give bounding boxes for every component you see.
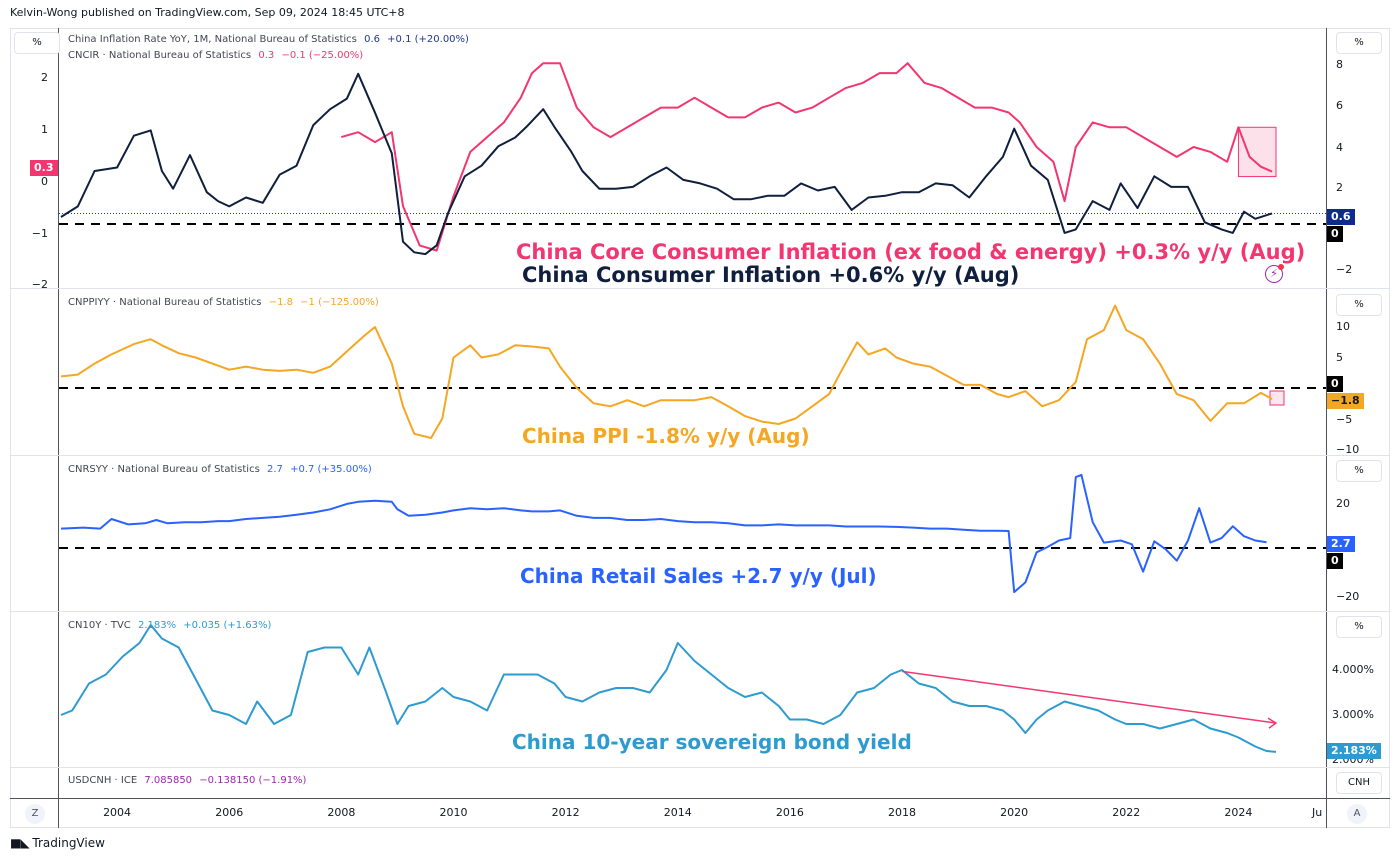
legend-name: CNCIR · National Bureau of Statistics [68,50,252,61]
legend-usdcnh[interactable]: USDCNH · ICE 7.085850 −0.138150 (−1.91%) [68,775,306,786]
legend-bond[interactable]: CN10Y · TVC 2.183% +0.035 (+1.63%) [68,620,271,631]
annotation-bond[interactable]: China 10-year sovereign bond yield [512,730,912,754]
unit-selector-usdcnh[interactable]: CNH [1336,772,1382,794]
legend-change: +0.7 (+35.00%) [290,464,372,475]
legend-value: 2.7 [266,464,283,475]
legend-change: −0.1 (−25.00%) [281,50,364,61]
legend-value: −1.8 [268,297,293,308]
time-axis-label: 2020 [1000,806,1029,819]
price-tag-ppi: −1.8 [1327,393,1364,409]
series-bond [60,624,1277,753]
right-tick: 4.000% [1332,663,1374,676]
series-ppi [60,304,1273,439]
unit-selector-left[interactable]: % [14,32,60,54]
zoom-reset-button[interactable]: Z [25,804,45,824]
highlight-box [1237,126,1277,178]
time-axis-label: 2018 [888,806,917,819]
right-tick: 3.000% [1332,708,1374,721]
price-tag-zero: 0 [1327,226,1343,242]
legend-retail[interactable]: CNRSYY · National Bureau of Statistics 2… [68,464,372,475]
price-tag-zero: 0 [1327,553,1343,569]
pane-separator [10,611,1390,612]
annotation-core-cpi[interactable]: China Core Consumer Inflation (ex food &… [516,240,1306,264]
tradingview-logo-icon: ■◣ [10,836,30,850]
left-tick: 2 [41,71,48,84]
time-axis-label: 2024 [1224,806,1253,819]
annotation-cpi[interactable]: China Consumer Inflation +0.6% y/y (Aug) [522,263,1020,287]
left-tick: −1 [31,227,48,240]
right-tick: −10 [1336,443,1360,456]
left-tick: 0 [41,175,48,188]
auto-scale-button[interactable]: A [1347,804,1367,824]
legend-change: +0.1 (+20.00%) [387,34,469,45]
time-axis-label: 2014 [663,806,692,819]
left-tick: −2 [31,278,48,291]
right-tick: −20 [1336,590,1360,603]
price-tag-retail: 2.7 [1327,536,1355,552]
left-tick: 1 [41,123,48,136]
legend-cpi[interactable]: China Inflation Rate YoY, 1M, National B… [68,34,469,45]
legend-ppi[interactable]: CNPPIYY · National Bureau of Statistics … [68,297,379,308]
series-core-cpi [341,62,1273,252]
price-tag-cpi: 0.6 [1327,209,1355,225]
annotation-retail[interactable]: China Retail Sales +2.7 y/y (Jul) [520,564,877,588]
annotation-ppi[interactable]: China PPI -1.8% y/y (Aug) [522,424,810,448]
legend-name: CNRSYY · National Bureau of Statistics [68,464,260,475]
right-tick: 4 [1336,141,1343,154]
unit-selector-ppi[interactable]: % [1336,294,1382,316]
legend-change: +0.035 (+1.63%) [183,620,272,631]
right-tick: 6 [1336,99,1343,112]
tradingview-brand[interactable]: ■◣ TradingView [10,836,105,850]
right-tick: −5 [1336,413,1353,426]
time-axis-label: 2016 [775,806,804,819]
legend-value: 0.6 [364,34,380,45]
right-tick: 5 [1336,351,1343,364]
time-axis-label: 2010 [439,806,468,819]
right-tick: 2 [1336,181,1343,194]
series-retail [60,473,1267,594]
time-axis-label: 2006 [215,806,244,819]
right-tick: 10 [1336,320,1350,333]
legend-change: −1 (−125.00%) [300,297,379,308]
published-info: Kelvin-Wong published on TradingView.com… [10,6,405,19]
left-axis-line [58,28,59,828]
time-axis-label: Ju [1312,806,1323,819]
legend-name: USDCNH · ICE [68,775,138,786]
unit-selector-right[interactable]: % [1336,32,1382,54]
legend-name: CNPPIYY · National Bureau of Statistics [68,297,262,308]
pane-separator [10,455,1390,456]
right-tick: 20 [1336,497,1350,510]
chart-frame [10,28,1390,828]
pane-separator [10,288,1390,289]
time-axis-label: 2022 [1112,806,1141,819]
price-tag-core-cpi: 0.3 [30,160,58,176]
trendline [901,670,1277,724]
legend-value: 7.085850 [144,775,193,786]
unit-selector-retail[interactable]: % [1336,460,1382,482]
time-axis-line [10,798,1390,799]
legend-change: −0.138150 (−1.91%) [199,775,307,786]
legend-value: 2.183% [137,620,177,631]
right-axis-line [1326,28,1327,828]
right-tick: 8 [1336,58,1343,71]
legend-core-cpi[interactable]: CNCIR · National Bureau of Statistics 0.… [68,50,363,61]
legend-name: CN10Y · TVC [68,620,131,631]
unit-selector-bond[interactable]: % [1336,616,1382,638]
time-axis-label: 2012 [551,806,580,819]
pane-separator [10,767,1390,768]
legend-name: China Inflation Rate YoY, 1M, National B… [68,34,357,45]
series-cpi [60,72,1273,256]
price-tag-zero: 0 [1327,376,1343,392]
trendline-arrow-icon [1267,717,1278,729]
price-tag-bond: 2.183% [1327,743,1381,759]
time-axis-label: 2008 [327,806,356,819]
brand-text: TradingView [32,836,105,850]
right-tick: −2 [1336,263,1353,276]
legend-value: 0.3 [258,50,275,61]
time-axis-label: 2004 [103,806,132,819]
lightning-alert-icon[interactable]: ⚡ [1265,264,1284,283]
